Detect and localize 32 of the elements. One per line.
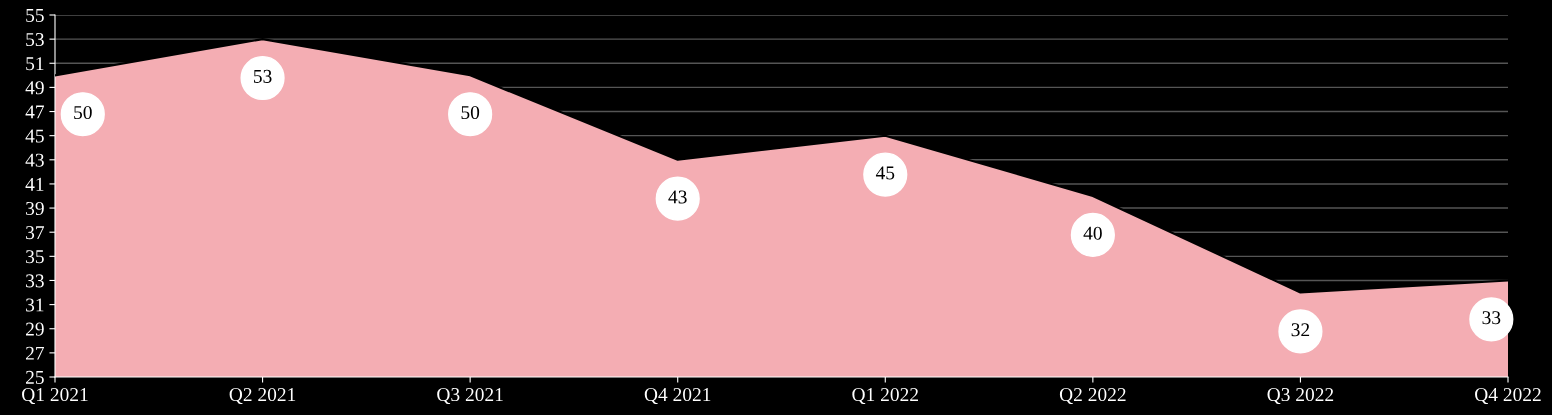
- data-label: 33: [1482, 311, 1501, 325]
- y-tick-label: 41: [25, 177, 44, 191]
- x-tick-label: Q2 2022: [1059, 387, 1126, 405]
- y-tick-label: 45: [25, 129, 44, 143]
- y-tick-label: 39: [26, 201, 44, 215]
- y-tick-label: 29: [25, 322, 44, 336]
- data-label: 45: [875, 166, 895, 180]
- data-label: 32: [1291, 323, 1310, 337]
- y-tick-label: 47: [25, 105, 45, 119]
- x-tick-label: Q4 2022: [1475, 387, 1541, 405]
- y-tick-label: 33: [26, 274, 44, 288]
- y-tick-label: 43: [25, 153, 44, 167]
- data-label: 40: [1083, 226, 1102, 240]
- y-tick-label: 35: [26, 250, 44, 264]
- y-tick-label: 49: [25, 81, 44, 95]
- x-tick-label: Q1 2021: [22, 387, 88, 405]
- x-tick-label: Q2 2021: [229, 387, 296, 405]
- x-tick-label: Q1 2022: [852, 387, 918, 405]
- data-label: 50: [74, 105, 92, 120]
- y-tick-label: 27: [25, 346, 45, 360]
- x-tick-label: Q4 2021: [644, 387, 711, 405]
- y-tick-label: 51: [26, 57, 44, 71]
- x-tick-label: Q3 2022: [1267, 387, 1334, 405]
- data-label: 53: [253, 69, 272, 83]
- y-tick-label: 53: [26, 33, 44, 47]
- y-tick-label: 31: [26, 298, 44, 312]
- y-tick-label: 25: [25, 370, 44, 384]
- y-tick-label: 37: [26, 226, 45, 240]
- x-tick-label: Q3 2021: [437, 387, 503, 405]
- y-tick-label: 55: [26, 9, 44, 22]
- data-label: 43: [668, 190, 687, 204]
- data-label: 50: [461, 105, 480, 120]
